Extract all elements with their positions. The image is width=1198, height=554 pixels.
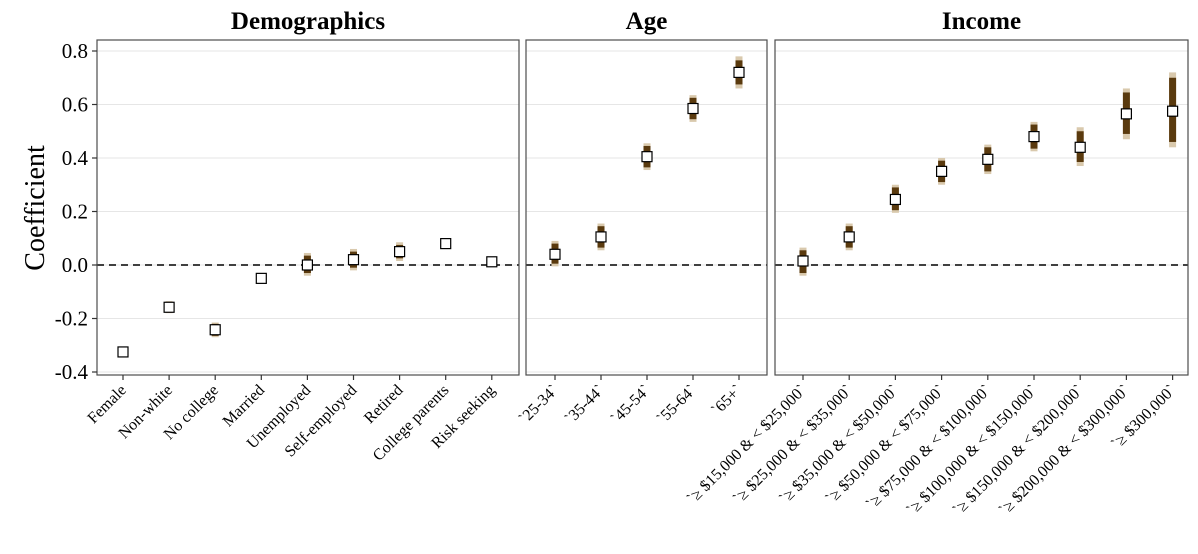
- point-estimate: [797, 255, 809, 267]
- point-estimate: [255, 272, 267, 284]
- panel-demographics: Demographics: [96, 8, 520, 376]
- panel-income: Income: [774, 8, 1189, 376]
- y-tick-label: 0.2: [62, 200, 88, 224]
- point-estimate: [209, 324, 221, 336]
- point-estimate: [486, 256, 498, 268]
- point-estimate: [1028, 131, 1040, 143]
- panel-border: [96, 39, 520, 376]
- point-estimate: [440, 238, 452, 250]
- panel-border: [525, 39, 768, 376]
- x-tick-label: Female: [85, 382, 130, 427]
- y-tick-label: -0.2: [55, 307, 88, 331]
- x-tick-label: `55-64`: [654, 382, 700, 428]
- panel-title: Income: [942, 8, 1021, 35]
- x-tick-label: `25-34`: [516, 382, 562, 428]
- y-tick-label: 0.4: [62, 146, 89, 170]
- y-axis-label: Coefficient: [20, 145, 51, 271]
- point-estimate: [595, 231, 607, 243]
- point-estimate: [935, 165, 948, 177]
- x-tick-label: `45-54`: [608, 382, 654, 428]
- y-tick-label: 0.0: [62, 253, 88, 277]
- x-tick-label: `35-44`: [562, 382, 608, 428]
- y-tick-label: 0.6: [62, 93, 88, 117]
- panel-border: [774, 39, 1189, 376]
- point-estimate: [641, 151, 653, 163]
- y-tick-label: 0.8: [62, 39, 88, 63]
- x-tick-label: `65+`: [709, 382, 746, 419]
- point-estimate: [687, 102, 699, 115]
- x-tick-label: Retired: [361, 382, 406, 427]
- panel-title: Demographics: [231, 8, 385, 35]
- point-estimate: [394, 246, 406, 258]
- point-estimate: [117, 346, 129, 358]
- panel-age: Age: [525, 8, 768, 376]
- point-estimate: [549, 248, 561, 260]
- y-tick-label: -0.4: [55, 360, 89, 384]
- point-estimate: [347, 254, 360, 266]
- point-estimate: [163, 301, 175, 313]
- point-estimate: [1166, 105, 1179, 117]
- point-estimate: [843, 231, 855, 243]
- point-estimate: [1120, 108, 1133, 120]
- point-estimate: [301, 259, 313, 271]
- point-estimate: [733, 66, 745, 79]
- panel-title: Age: [626, 8, 668, 35]
- point-estimate: [982, 153, 994, 165]
- point-estimate: [1074, 141, 1086, 153]
- point-estimate: [889, 193, 902, 206]
